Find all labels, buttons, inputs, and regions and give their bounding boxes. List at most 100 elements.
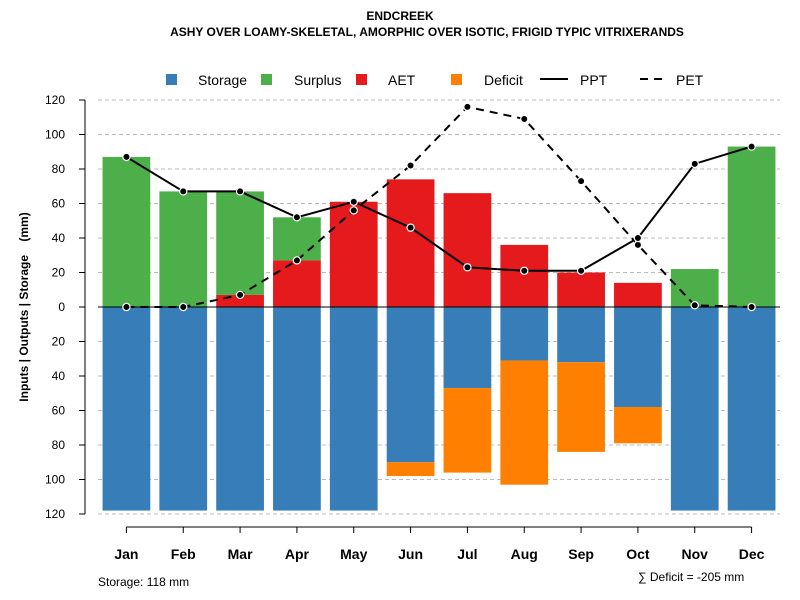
gridlines: [98, 99, 780, 515]
x-tick-label-sep: Sep: [568, 546, 594, 562]
bar-surplus-feb: [159, 191, 208, 307]
legend-item-storage: Storage: [166, 72, 247, 88]
bar-storage-jul: [443, 307, 492, 389]
pet-point-oct: [633, 240, 643, 250]
x-tick-label-oct: Oct: [626, 546, 650, 562]
legend: Storage Surplus AET Deficit PPT PET: [166, 72, 704, 88]
bar-deficit-aug: [500, 360, 549, 485]
bar-surplus-nov: [670, 269, 719, 307]
legend-item-ppt: PPT: [540, 72, 608, 88]
y-tick-label: 120: [45, 507, 65, 521]
y-tick-label: 20: [52, 335, 66, 349]
x-tick-label-aug: Aug: [511, 546, 538, 562]
x-tick-label-mar: Mar: [228, 546, 253, 562]
storage-note: Storage: 118 mm: [98, 575, 189, 589]
x-tick-label-dec: Dec: [739, 546, 765, 562]
ppt-point-jun: [406, 223, 415, 232]
pet-point-dec: [747, 302, 756, 312]
bar-storage-feb: [159, 307, 208, 511]
y-tick-label: 80: [52, 162, 66, 176]
bar-storage-mar: [216, 307, 264, 511]
legend-label: Surplus: [294, 72, 341, 88]
y-tick-label: 100: [45, 128, 65, 142]
pet-line: [126, 105, 752, 308]
y-tick-label: 40: [52, 231, 66, 245]
legend-label: PPT: [580, 72, 608, 88]
y-tick-label: 60: [52, 197, 66, 211]
bar-deficit-sep: [557, 362, 605, 452]
legend-item-pet: PET: [640, 72, 704, 88]
legend-label: AET: [388, 72, 416, 88]
x-tick-label-jun: Jun: [398, 546, 423, 562]
bars: [102, 146, 776, 511]
y-tick-label: 80: [52, 438, 66, 452]
pet-point-jun: [406, 161, 415, 170]
ppt-point-feb: [179, 187, 188, 196]
legend-swatch: [166, 74, 177, 85]
bar-storage-jun: [386, 307, 435, 463]
bar-storage-nov: [670, 307, 719, 511]
legend-item-deficit: Deficit: [451, 72, 523, 88]
chart-subtitle: ASHY OVER LOAMY-SKELETAL, AMORPHIC OVER …: [170, 25, 684, 39]
ppt-point-jan: [122, 152, 131, 162]
legend-item-aet: AET: [356, 72, 416, 88]
bar-storage-sep: [557, 307, 605, 363]
pet-point-jul: [463, 102, 472, 112]
x-tick-label-apr: Apr: [285, 546, 310, 562]
bar-surplus-mar: [216, 191, 264, 295]
pet-point-feb: [179, 302, 188, 312]
ppt-line: [125, 145, 752, 272]
ppt-point-mar: [235, 187, 245, 196]
pet-point-apr: [292, 256, 302, 265]
y-tick-label: 0: [58, 300, 65, 314]
y-tick-label: 120: [45, 93, 65, 107]
bar-storage-dec: [727, 307, 776, 511]
y-tick-label: 100: [45, 473, 65, 487]
deficit-note: ∑ Deficit = -205 mm: [638, 570, 744, 584]
legend-label: Storage: [198, 72, 247, 88]
x-tick-label-nov: Nov: [682, 546, 709, 562]
ppt-point-apr: [292, 213, 302, 222]
pet-point-may: [349, 206, 358, 215]
x-tick-label-may: May: [340, 546, 367, 562]
x-tick-label-jan: Jan: [114, 546, 138, 562]
legend-label: Deficit: [484, 72, 523, 88]
pet-point-aug: [520, 114, 529, 124]
bar-aet-aug: [500, 244, 549, 307]
ppt-point-aug: [520, 266, 529, 275]
bar-surplus-jan: [102, 156, 151, 307]
bar-storage-may: [329, 307, 378, 511]
pet-point-sep: [576, 176, 586, 186]
bar-surplus-apr: [273, 217, 321, 261]
bar-storage-oct: [614, 307, 662, 408]
bar-aet-may: [329, 201, 378, 307]
ppt-point-jul: [463, 263, 472, 272]
ppt-point-sep: [576, 266, 586, 275]
bar-surplus-dec: [727, 146, 776, 307]
bar-storage-jan: [102, 307, 151, 511]
bar-storage-aug: [500, 307, 549, 361]
ppt-point-may: [349, 197, 358, 206]
bar-deficit-oct: [614, 407, 662, 444]
legend-swatch: [356, 74, 367, 85]
legend-swatch: [261, 74, 272, 85]
axes: 120 100 80 60 40 20 0 20 40 60 80 100 120 Jan Feb Mar Ap…: [45, 93, 765, 562]
bar-aet-jun: [386, 179, 435, 307]
legend-item-surplus: Surplus: [261, 72, 341, 88]
legend-swatch: [451, 74, 462, 85]
ppt-point-nov: [690, 159, 699, 169]
pet-point-mar: [235, 290, 245, 300]
chart-title: ENDCREEK: [366, 9, 434, 23]
bar-aet-sep: [557, 272, 605, 307]
bar-aet-jul: [443, 193, 492, 307]
legend-label: PET: [676, 72, 704, 88]
bar-deficit-jun: [386, 462, 435, 477]
bar-deficit-jul: [443, 388, 492, 473]
y-tick-label: 20: [52, 266, 66, 280]
y-tick-label: 60: [52, 404, 66, 418]
x-tick-label-feb: Feb: [171, 546, 196, 562]
x-tick-label-jul: Jul: [457, 546, 477, 562]
bar-storage-apr: [273, 307, 321, 511]
pet-point-nov: [690, 301, 699, 310]
